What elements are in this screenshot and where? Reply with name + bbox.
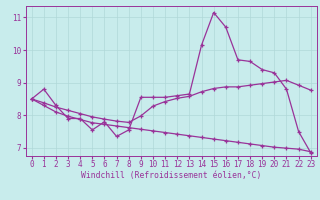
- X-axis label: Windchill (Refroidissement éolien,°C): Windchill (Refroidissement éolien,°C): [81, 171, 261, 180]
